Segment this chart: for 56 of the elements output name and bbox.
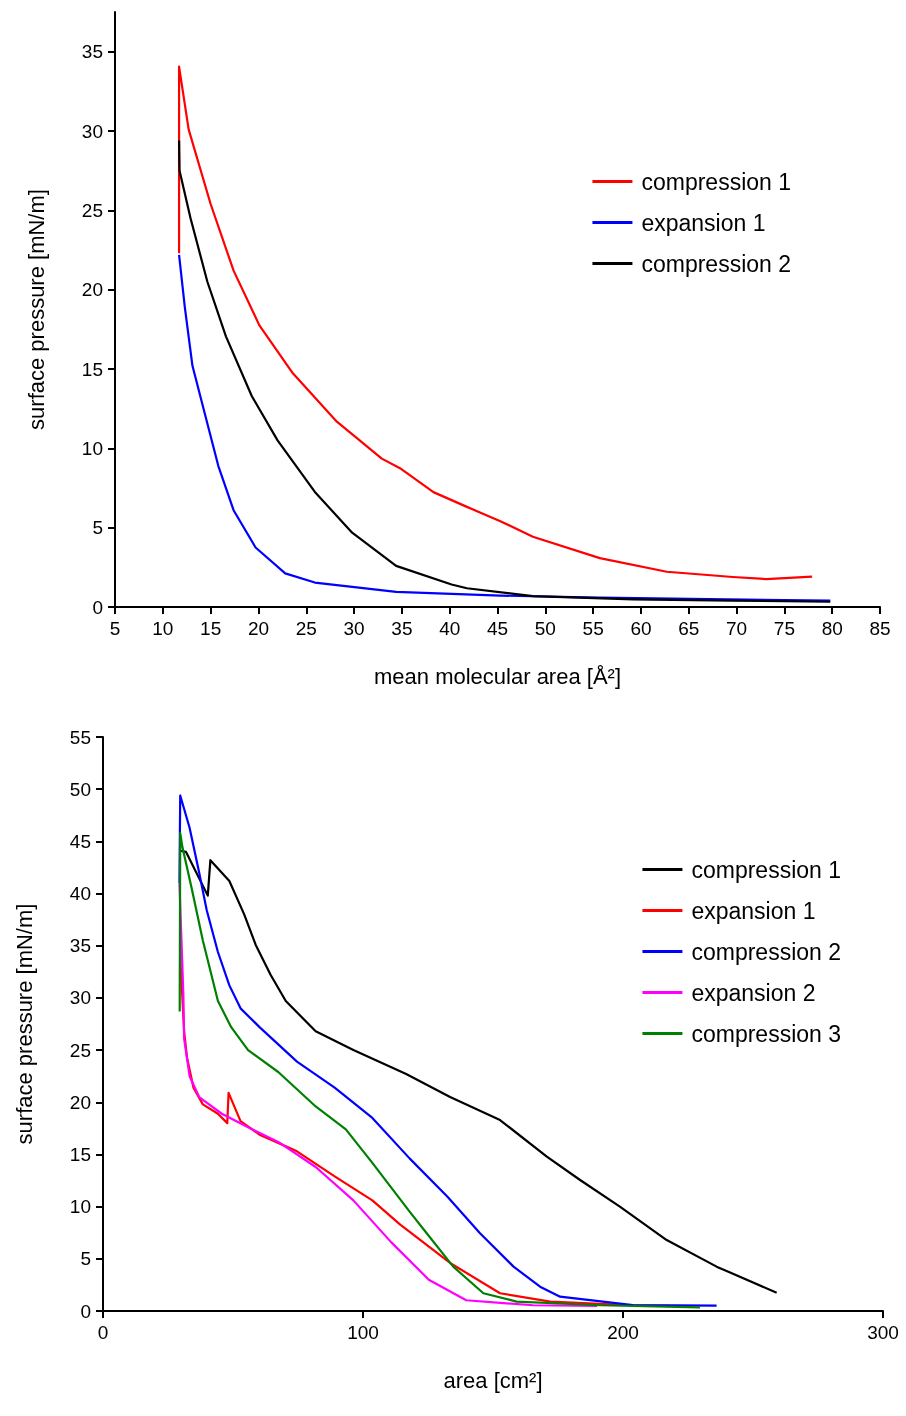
line-series xyxy=(177,139,832,603)
legend-label: compression 2 xyxy=(691,938,842,965)
x-tick-label: 40 xyxy=(439,618,461,639)
y-tick-label: 55 xyxy=(69,726,91,748)
x-tick-label: 15 xyxy=(200,618,222,639)
y-tick-label: 30 xyxy=(69,987,91,1009)
y-tick-label: 20 xyxy=(81,279,103,301)
x-tick-label: 5 xyxy=(109,618,121,639)
x-axis-title: mean molecular area [Å²] xyxy=(374,663,621,689)
y-tick-label: 45 xyxy=(69,830,91,852)
y-tick-label: 15 xyxy=(69,1143,91,1165)
x-tick-label: 75 xyxy=(773,618,795,639)
y-tick-label: 10 xyxy=(81,437,103,459)
line-series xyxy=(177,253,832,602)
legend-label: compression 1 xyxy=(641,168,792,195)
x-tick-label: 20 xyxy=(247,618,270,639)
x-tick-label: 80 xyxy=(821,618,843,639)
y-tick-label: 25 xyxy=(69,1039,91,1061)
y-tick-label: 35 xyxy=(69,935,91,957)
y-tick-label: 50 xyxy=(69,778,91,800)
x-tick-label: 25 xyxy=(295,618,317,639)
y-tick-label: 10 xyxy=(69,1196,91,1218)
legend-label: compression 3 xyxy=(691,1020,842,1047)
x-tick-label: 100 xyxy=(347,1322,379,1343)
x-tick-label: 200 xyxy=(607,1322,639,1343)
x-tick-label: 35 xyxy=(391,618,413,639)
x-tick-label: 50 xyxy=(534,618,556,639)
y-tick-label: 30 xyxy=(81,120,103,142)
y-tick-label: 40 xyxy=(69,883,91,905)
y-axis-title: surface pressure [mN/m] xyxy=(23,189,49,430)
y-tick-label: 0 xyxy=(80,1300,91,1322)
x-tick-label: 45 xyxy=(486,618,509,639)
line-series xyxy=(177,65,814,581)
line-series xyxy=(178,882,599,1307)
x-tick-label: 70 xyxy=(725,618,748,639)
x-tick-label: 55 xyxy=(582,618,604,639)
x-tick-label: 85 xyxy=(869,618,891,639)
x-tick-label: 30 xyxy=(343,618,365,639)
y-tick-label: 20 xyxy=(69,1091,91,1113)
x-tick-label: 300 xyxy=(867,1322,899,1343)
y-tick-label: 5 xyxy=(92,517,103,539)
y-tick-label: 25 xyxy=(81,199,103,221)
legend-label: expansion 1 xyxy=(691,897,816,924)
y-tick-label: 5 xyxy=(80,1248,91,1270)
y-tick-label: 35 xyxy=(81,41,103,63)
legend-label: expansion 2 xyxy=(691,979,816,1006)
legend-label: compression 1 xyxy=(691,856,842,883)
legend-label: expansion 1 xyxy=(641,209,766,236)
y-tick-label: 0 xyxy=(92,596,103,618)
x-tick-label: 60 xyxy=(630,618,652,639)
y-tick-label: 15 xyxy=(81,358,103,380)
x-axis-title: area [cm²] xyxy=(443,1367,543,1393)
legend-label: compression 2 xyxy=(641,250,792,277)
y-axis-title: surface pressure [mN/m] xyxy=(11,903,37,1145)
x-tick-label: 65 xyxy=(678,618,700,639)
x-tick-label: 10 xyxy=(152,618,174,639)
